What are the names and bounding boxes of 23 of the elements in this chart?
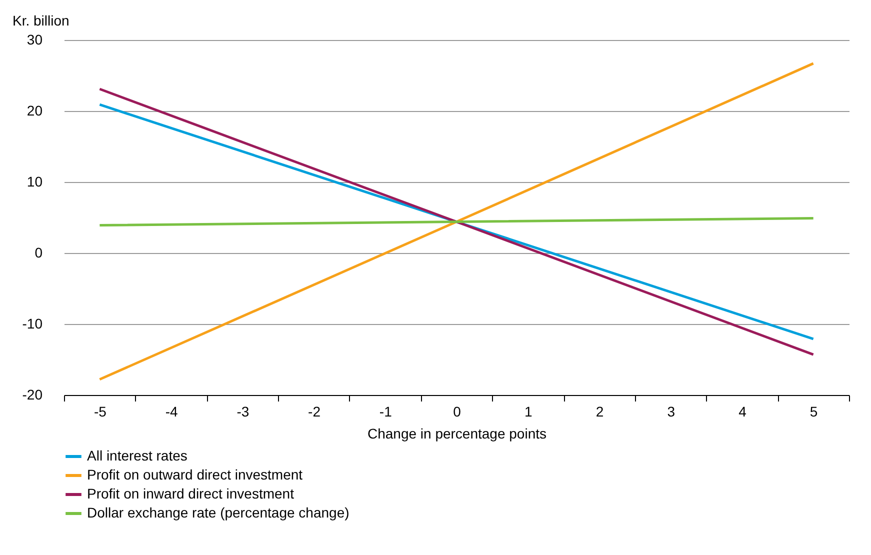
x-tick-label: 5 — [810, 404, 818, 420]
x-axis-title: Change in percentage points — [367, 426, 547, 442]
x-tick-label: 0 — [453, 404, 462, 420]
y-tick-label: 0 — [34, 244, 43, 260]
y-tick-label: 10 — [26, 174, 43, 190]
y-tick-label: -10 — [22, 316, 43, 332]
x-tick-label: 2 — [596, 404, 604, 420]
legend-label: Profit on outward direct investment — [87, 466, 303, 482]
x-tick-label: 1 — [524, 404, 532, 420]
legend-label: Profit on inward direct investment — [87, 486, 294, 502]
x-tick-label: -5 — [94, 404, 107, 420]
legend-label: Dollar exchange rate (percentage change) — [87, 504, 350, 520]
x-tick-label: 4 — [738, 404, 747, 420]
x-tick-label: -4 — [165, 404, 178, 420]
y-axis-title: Kr. billion — [12, 12, 70, 28]
x-tick-label: -3 — [236, 404, 250, 420]
y-tick-label: 20 — [26, 102, 43, 118]
y-tick-label: 30 — [26, 32, 43, 48]
legend-label: All interest rates — [87, 448, 188, 464]
y-tick-label: -20 — [22, 386, 43, 402]
x-tick-label: -1 — [379, 404, 392, 420]
x-tick-label: 3 — [667, 404, 676, 420]
x-tick-label: -2 — [308, 404, 321, 420]
